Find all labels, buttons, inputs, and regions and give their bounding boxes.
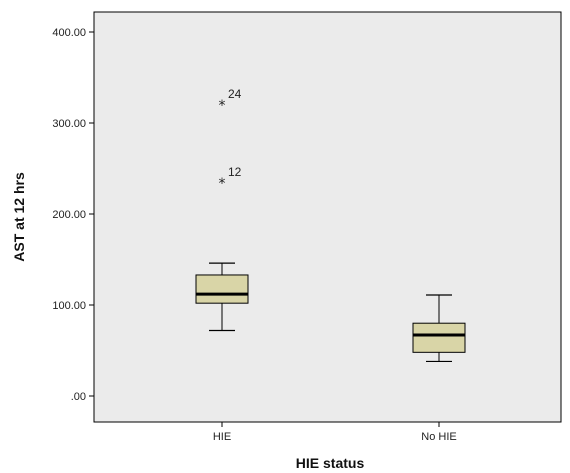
x-tick-label: HIE [213, 431, 231, 443]
y-axis: .00 100.00 200.00 300.00 400.00 [52, 27, 94, 403]
outlier-label: 12 [228, 165, 242, 179]
box-iqr [195, 274, 249, 304]
y-tick-label: 400.00 [52, 27, 86, 39]
outlier-marker: * [219, 98, 226, 114]
box-iqr [412, 322, 466, 353]
y-tick-label: 200.00 [52, 209, 86, 221]
y-axis-title: AST at 12 hrs [11, 172, 27, 262]
plot-area [93, 11, 562, 423]
outlier-marker: * [219, 176, 226, 192]
x-tick-label: No HIE [421, 431, 456, 443]
x-axis: HIE No HIE [213, 422, 457, 443]
y-tick-label: 300.00 [52, 118, 86, 130]
outlier-label: 24 [228, 87, 242, 101]
x-axis-title: HIE status [296, 455, 365, 471]
y-tick-label: 100.00 [52, 300, 86, 312]
y-tick-label: .00 [71, 391, 86, 403]
boxes: *24*12 [195, 87, 466, 363]
